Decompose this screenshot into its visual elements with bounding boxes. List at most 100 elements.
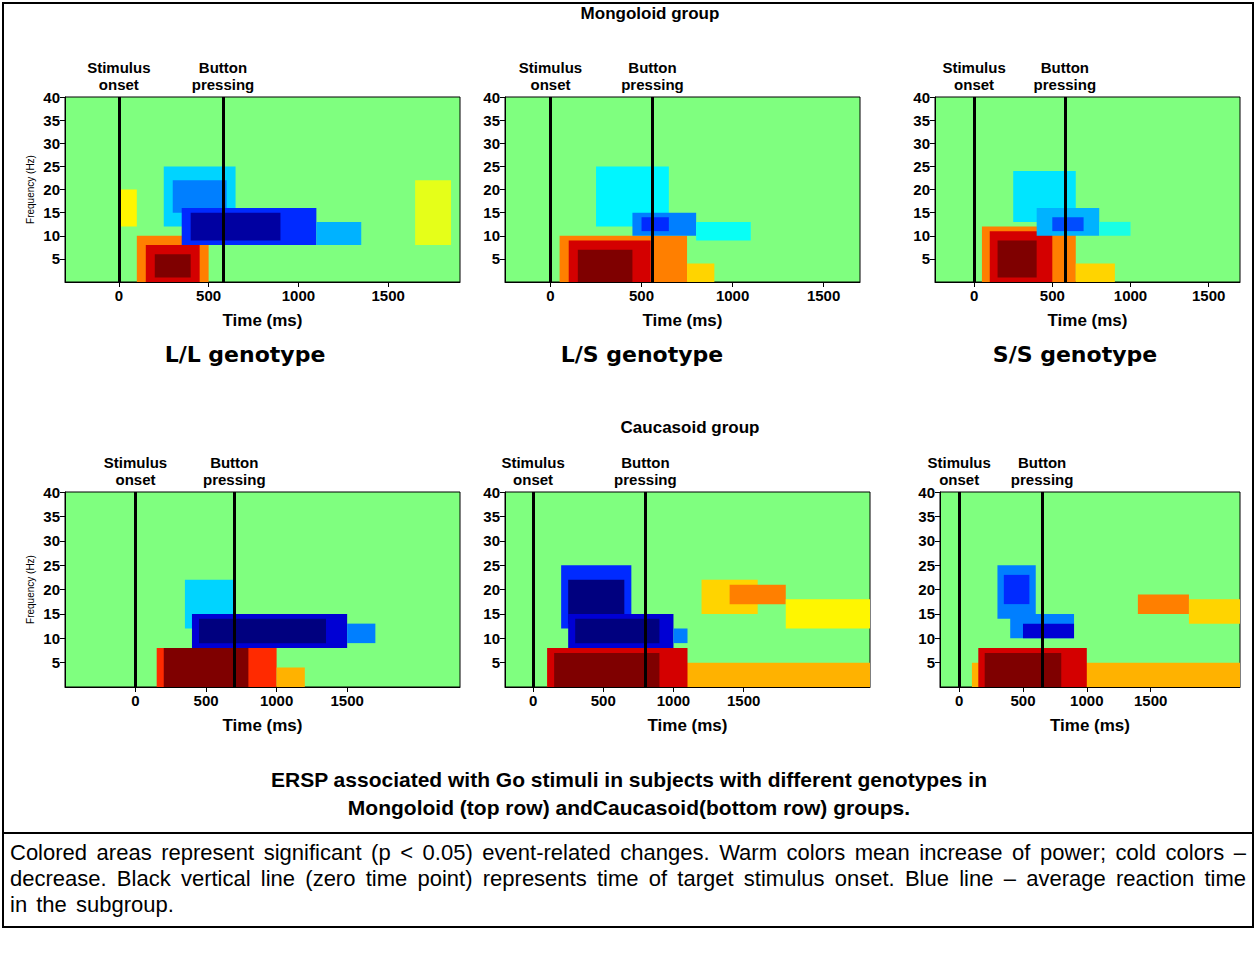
svg-text:25: 25 bbox=[483, 158, 500, 175]
svg-text:10: 10 bbox=[43, 630, 60, 647]
svg-text:40: 40 bbox=[913, 89, 930, 106]
svg-text:35: 35 bbox=[43, 508, 60, 525]
svg-text:500: 500 bbox=[629, 287, 654, 304]
svg-text:onset: onset bbox=[513, 471, 553, 488]
svg-text:1000: 1000 bbox=[1070, 692, 1103, 709]
svg-text:30: 30 bbox=[43, 532, 60, 549]
svg-text:20: 20 bbox=[43, 181, 60, 198]
svg-text:Time (ms): Time (ms) bbox=[223, 716, 303, 735]
svg-text:Button: Button bbox=[210, 454, 258, 471]
svg-text:20: 20 bbox=[483, 581, 500, 598]
svg-text:pressing: pressing bbox=[1011, 471, 1074, 488]
svg-text:0: 0 bbox=[970, 287, 978, 304]
svg-text:Time (ms): Time (ms) bbox=[648, 716, 728, 735]
svg-text:20: 20 bbox=[918, 581, 935, 598]
svg-text:Stimulus: Stimulus bbox=[501, 454, 564, 471]
svg-text:1500: 1500 bbox=[1134, 692, 1167, 709]
svg-text:Frequency (Hz): Frequency (Hz) bbox=[25, 155, 36, 224]
svg-text:Stimulus: Stimulus bbox=[927, 454, 990, 471]
svg-text:40: 40 bbox=[918, 484, 935, 501]
svg-text:Time (ms): Time (ms) bbox=[643, 311, 723, 330]
svg-text:35: 35 bbox=[918, 508, 935, 525]
svg-text:1000: 1000 bbox=[260, 692, 293, 709]
svg-text:500: 500 bbox=[591, 692, 616, 709]
svg-text:30: 30 bbox=[913, 135, 930, 152]
svg-text:25: 25 bbox=[43, 557, 60, 574]
svg-text:1500: 1500 bbox=[727, 692, 760, 709]
svg-text:5: 5 bbox=[492, 250, 500, 267]
svg-text:onset: onset bbox=[531, 76, 571, 93]
svg-text:Button: Button bbox=[1018, 454, 1066, 471]
svg-text:5: 5 bbox=[922, 250, 930, 267]
svg-text:pressing: pressing bbox=[203, 471, 266, 488]
svg-text:35: 35 bbox=[913, 112, 930, 129]
svg-text:15: 15 bbox=[483, 605, 500, 622]
svg-text:Stimulus: Stimulus bbox=[942, 59, 1005, 76]
svg-text:40: 40 bbox=[483, 484, 500, 501]
svg-text:0: 0 bbox=[955, 692, 963, 709]
svg-text:500: 500 bbox=[1040, 287, 1065, 304]
svg-text:Frequency (Hz): Frequency (Hz) bbox=[25, 555, 36, 624]
svg-text:0: 0 bbox=[546, 287, 554, 304]
svg-text:35: 35 bbox=[483, 508, 500, 525]
svg-text:5: 5 bbox=[52, 654, 60, 671]
svg-text:Time (ms): Time (ms) bbox=[1048, 311, 1128, 330]
svg-text:40: 40 bbox=[483, 89, 500, 106]
svg-text:5: 5 bbox=[492, 654, 500, 671]
svg-text:1000: 1000 bbox=[282, 287, 315, 304]
svg-text:0: 0 bbox=[131, 692, 139, 709]
svg-text:5: 5 bbox=[52, 250, 60, 267]
svg-text:pressing: pressing bbox=[1034, 76, 1097, 93]
svg-text:15: 15 bbox=[913, 204, 930, 221]
svg-text:10: 10 bbox=[483, 227, 500, 244]
svg-text:500: 500 bbox=[1010, 692, 1035, 709]
svg-text:1500: 1500 bbox=[371, 287, 404, 304]
svg-text:pressing: pressing bbox=[621, 76, 684, 93]
svg-text:Stimulus: Stimulus bbox=[87, 59, 150, 76]
svg-text:25: 25 bbox=[43, 158, 60, 175]
svg-text:0: 0 bbox=[529, 692, 537, 709]
svg-text:Button: Button bbox=[621, 454, 669, 471]
svg-text:Stimulus: Stimulus bbox=[519, 59, 582, 76]
svg-text:20: 20 bbox=[913, 181, 930, 198]
svg-text:500: 500 bbox=[194, 692, 219, 709]
svg-text:25: 25 bbox=[483, 557, 500, 574]
svg-text:onset: onset bbox=[116, 471, 156, 488]
svg-text:15: 15 bbox=[43, 204, 60, 221]
svg-text:onset: onset bbox=[939, 471, 979, 488]
svg-text:10: 10 bbox=[483, 630, 500, 647]
svg-text:25: 25 bbox=[918, 557, 935, 574]
svg-text:15: 15 bbox=[483, 204, 500, 221]
svg-text:5: 5 bbox=[927, 654, 935, 671]
svg-text:Time (ms): Time (ms) bbox=[1050, 716, 1130, 735]
svg-text:Button: Button bbox=[1041, 59, 1089, 76]
svg-text:35: 35 bbox=[483, 112, 500, 129]
svg-text:30: 30 bbox=[483, 532, 500, 549]
svg-text:20: 20 bbox=[483, 181, 500, 198]
svg-text:30: 30 bbox=[918, 532, 935, 549]
svg-text:10: 10 bbox=[43, 227, 60, 244]
svg-text:500: 500 bbox=[196, 287, 221, 304]
svg-text:1000: 1000 bbox=[716, 287, 749, 304]
svg-text:10: 10 bbox=[913, 227, 930, 244]
svg-text:onset: onset bbox=[99, 76, 139, 93]
svg-text:Button: Button bbox=[199, 59, 247, 76]
svg-text:40: 40 bbox=[43, 89, 60, 106]
svg-text:10: 10 bbox=[918, 630, 935, 647]
svg-text:30: 30 bbox=[483, 135, 500, 152]
svg-text:0: 0 bbox=[115, 287, 123, 304]
svg-text:Stimulus: Stimulus bbox=[104, 454, 167, 471]
svg-text:40: 40 bbox=[43, 484, 60, 501]
svg-text:30: 30 bbox=[43, 135, 60, 152]
svg-text:15: 15 bbox=[918, 605, 935, 622]
svg-text:35: 35 bbox=[43, 112, 60, 129]
svg-text:15: 15 bbox=[43, 605, 60, 622]
svg-text:onset: onset bbox=[954, 76, 994, 93]
svg-text:1500: 1500 bbox=[807, 287, 840, 304]
svg-text:Time (ms): Time (ms) bbox=[223, 311, 303, 330]
svg-text:25: 25 bbox=[913, 158, 930, 175]
svg-text:1500: 1500 bbox=[330, 692, 363, 709]
svg-text:1000: 1000 bbox=[1114, 287, 1147, 304]
svg-text:1500: 1500 bbox=[1192, 287, 1225, 304]
svg-text:20: 20 bbox=[43, 581, 60, 598]
